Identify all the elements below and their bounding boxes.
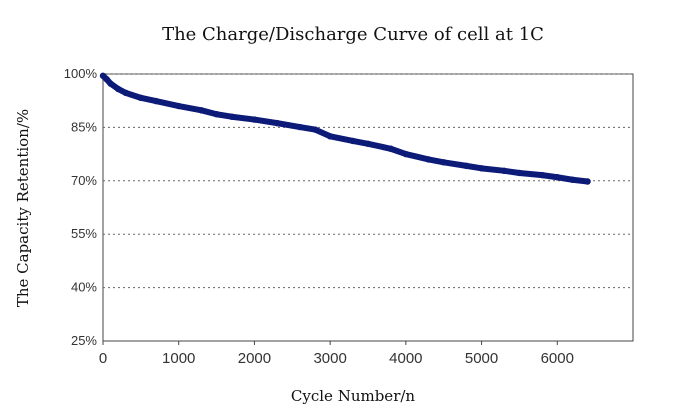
capacity-data-point [387, 145, 394, 152]
capacity-data-point [122, 89, 129, 97]
capacity-data-point [584, 178, 591, 185]
capacity-data-point [251, 116, 258, 123]
capacity-data-point [364, 140, 372, 147]
capacity-data-point [440, 159, 447, 166]
chart-title: The Charge/Discharge Curve of cell at 1C [162, 24, 544, 45]
grid-lines [103, 73, 633, 289]
capacity-data-point [501, 167, 508, 175]
capacity-series-line [100, 72, 591, 185]
capacity-data-point [137, 94, 145, 102]
y-tick-label: 40% [71, 280, 97, 295]
x-axis-label: Cycle Number/n [291, 387, 416, 405]
x-tick-label: 5000 [465, 350, 498, 367]
capacity-data-point [152, 97, 160, 105]
x-axis-ticks: 0 1000 2000 3000 4000 5000 6000 [99, 341, 574, 367]
capacity-data-point [228, 113, 235, 120]
capacity-data-point [326, 133, 334, 140]
capacity-data-point [311, 126, 319, 133]
y-axis-label: The Capacity Retention/% [14, 109, 32, 307]
series-layer [99, 72, 591, 185]
y-tick-label: 85% [71, 119, 97, 134]
capacity-data-point [538, 171, 546, 179]
capacity-data-point [463, 162, 470, 170]
x-tick-label: 6000 [541, 350, 574, 367]
capacity-data-point [478, 165, 485, 172]
capacity-data-point [175, 102, 182, 110]
y-tick-label: 70% [71, 173, 97, 188]
capacity-data-point [107, 80, 114, 87]
plot-frame [102, 73, 634, 342]
capacity-data-point [554, 174, 561, 181]
x-tick-label: 2000 [238, 350, 271, 367]
capacity-data-point [103, 76, 110, 83]
capacity-data-point [296, 123, 304, 131]
x-tick-label: 3000 [313, 350, 346, 367]
x-tick-label: 4000 [389, 350, 422, 367]
capacity-data-point [114, 85, 122, 93]
capacity-data-point [349, 137, 357, 145]
capacity-data-point [213, 111, 220, 118]
y-tick-label: 55% [71, 226, 97, 241]
capacity-data-point [425, 156, 432, 163]
capacity-data-point [569, 176, 576, 183]
y-axis-ticks: 100% 85% 70% 55% 40% 25% [64, 66, 98, 348]
y-tick-label: 25% [71, 333, 97, 348]
x-tick-label: 0 [99, 350, 107, 367]
x-tick-label: 1000 [162, 350, 195, 367]
capacity-data-point [516, 169, 523, 177]
capacity-data-point [402, 150, 410, 158]
capacity-data-point [273, 119, 281, 127]
y-tick-label: 100% [64, 66, 98, 81]
capacity-data-point [198, 107, 205, 114]
